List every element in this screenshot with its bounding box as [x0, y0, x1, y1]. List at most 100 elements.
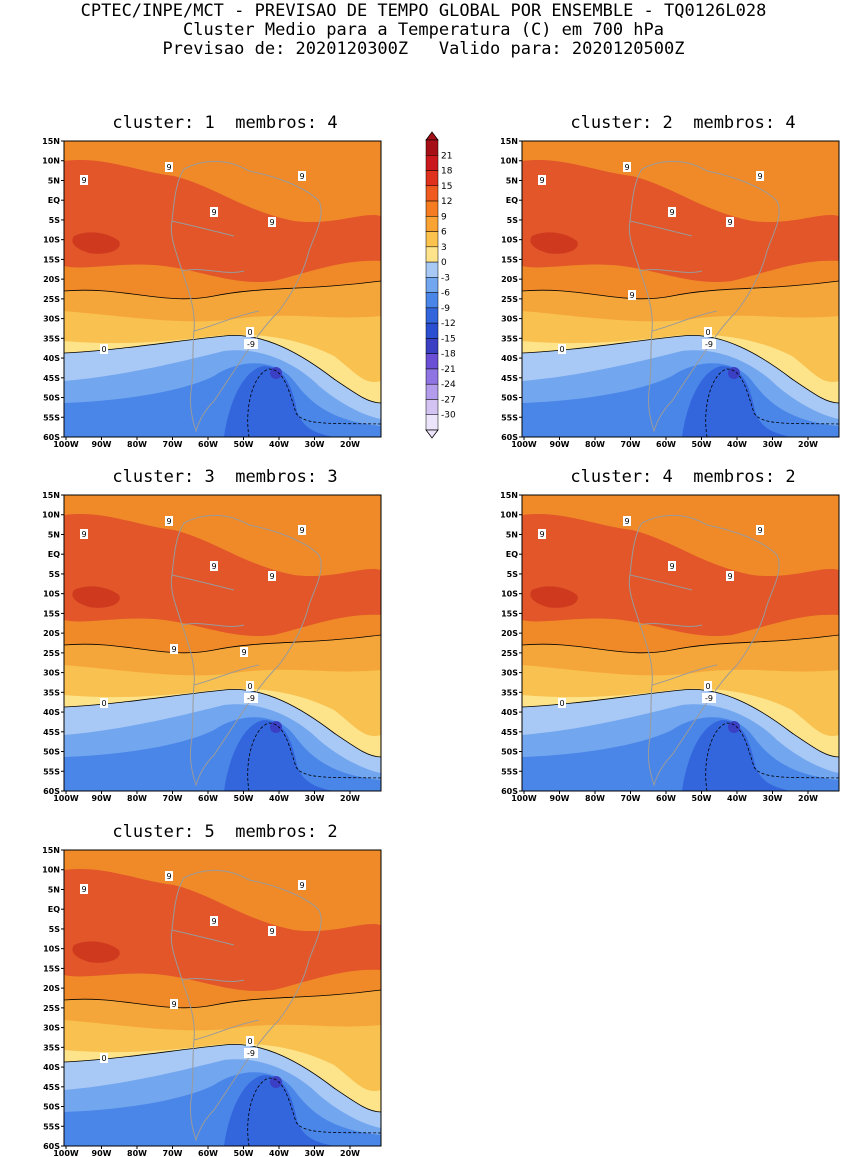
temperature-band-7	[224, 366, 334, 437]
map-panel-4: 9 9 9 9 9 0 0 -9 15N 10N 5N EQ 5S 10S 15S 20S 25S 30S 35S 4…	[500, 491, 840, 802]
temperature-band-6	[64, 1072, 381, 1146]
colorbar-level--18: -18	[441, 350, 456, 360]
warm-region-0	[64, 868, 381, 992]
lat-tick-10N: 10N	[500, 511, 518, 520]
panel-5-title: cluster: 5 membros: 2	[112, 822, 338, 842]
lat-tick-15N: 15N	[42, 846, 60, 855]
contour-label-9-4: 9	[757, 526, 762, 535]
lat-tick-45S: 45S	[43, 728, 60, 737]
panel-4-title: cluster: 4 membros: 2	[570, 467, 796, 487]
continent-outline-3	[181, 623, 245, 627]
lat-tick-20S: 20S	[501, 275, 518, 284]
lon-tick-90W: 90W	[550, 794, 570, 802]
contour-label-0b: 0	[705, 328, 710, 337]
contour-nine	[521, 634, 840, 654]
lat-tick-15S: 15S	[43, 964, 60, 973]
lon-tick-80W: 80W	[127, 794, 147, 802]
contour-label-box-m9	[244, 693, 258, 703]
contour-label-box-0b	[704, 681, 712, 691]
contour-label-0b: 0	[247, 682, 252, 691]
panel-2-title: cluster: 2 membros: 4	[570, 113, 796, 133]
colorbar-swatch-3	[425, 185, 439, 202]
lat-tick-35S: 35S	[43, 334, 60, 343]
lon-tick-70W: 70W	[163, 794, 183, 802]
contour-label-9-5: 9	[629, 291, 634, 300]
lat-tick-45S: 45S	[501, 374, 518, 383]
continent-outline-2	[651, 664, 718, 686]
temperature-band-7	[224, 720, 334, 791]
contour-label-box-9-0	[80, 175, 88, 185]
contour-label-box-9-3	[268, 571, 276, 581]
contour-nine	[521, 280, 840, 300]
lat-tick-25S: 25S	[43, 1004, 60, 1013]
lat-tick-40S: 40S	[501, 354, 518, 363]
colorbar-swatch-14	[425, 353, 439, 370]
contour-label-box-9-5	[170, 644, 178, 654]
lat-tick-50S: 50S	[43, 1103, 60, 1112]
lon-tick-70W: 70W	[163, 1149, 183, 1157]
temperature-band-6	[522, 717, 839, 791]
contour-label-0b: 0	[247, 1037, 252, 1046]
contour-label-0a: 0	[101, 345, 106, 354]
lon-tick-70W: 70W	[163, 440, 183, 448]
contour-label-box-9-6	[240, 647, 248, 657]
contour-minus9	[705, 368, 840, 438]
lon-tick-50W: 50W	[234, 440, 254, 448]
contour-label-0b: 0	[247, 328, 252, 337]
colorbar-swatch-1	[425, 155, 439, 171]
lat-tick-30S: 30S	[501, 669, 518, 678]
map-frame	[521, 494, 840, 792]
continent-outline-1	[629, 574, 693, 591]
continent-outline-3	[639, 269, 703, 273]
lat-tick-50S: 50S	[43, 394, 60, 403]
lat-tick-30S: 30S	[43, 315, 60, 324]
colorbar-level--3: -3	[441, 273, 450, 283]
contour-label-9-3: 9	[269, 218, 274, 227]
lon-tick-100W: 100W	[53, 440, 79, 448]
contour-label-9-0: 9	[81, 176, 86, 185]
contour-label-9-1: 9	[166, 163, 171, 172]
continent-outline-2	[651, 310, 718, 332]
lon-tick-100W: 100W	[511, 794, 537, 802]
contour-label-box-m9	[244, 1048, 258, 1058]
contour-label-box-m9	[702, 339, 716, 349]
colorbar-swatch-13	[425, 338, 439, 354]
header-line-3: Previsao de: 2020120300Z Valido para: 20…	[162, 39, 685, 59]
lat-tick-40S: 40S	[43, 1063, 60, 1072]
colorbar-level--30: -30	[441, 411, 456, 421]
cold-core	[270, 367, 282, 379]
continent-outline-1	[171, 574, 235, 591]
continent-outline-2	[193, 1019, 260, 1041]
contour-label-9-3: 9	[727, 218, 732, 227]
map-frame	[63, 140, 382, 438]
lon-tick-30W: 30W	[305, 794, 325, 802]
map-1-field: 9 9 9 9 9 0 0 -9	[63, 140, 382, 438]
lat-tick-EQ: EQ	[48, 550, 60, 559]
warm-region-1	[72, 232, 120, 254]
lon-tick-60W: 60W	[656, 440, 676, 448]
contour-label-9-1: 9	[624, 517, 629, 526]
contour-label-box-9-0	[538, 175, 546, 185]
cold-core	[728, 367, 740, 379]
lat-tick-20S: 20S	[43, 984, 60, 993]
lon-tick-20W: 20W	[340, 440, 360, 448]
lon-tick-40W: 40W	[269, 1149, 289, 1157]
lat-tick-55S: 55S	[43, 767, 60, 776]
contour-label-9-5: 9	[171, 1000, 176, 1009]
map-3-field: 9 9 9 9 9 9 9 0 0 -9	[63, 494, 382, 792]
lon-tick-70W: 70W	[621, 794, 641, 802]
contour-label-box-9-4	[298, 880, 306, 890]
lon-tick-20W: 20W	[798, 440, 818, 448]
contour-label-box-0a	[100, 698, 108, 708]
colorbar-swatch-6	[425, 231, 439, 248]
header-line-1: CPTEC/INPE/MCT - PREVISAO DE TEMPO GLOBA…	[80, 1, 767, 21]
colorbar-swatch-5	[425, 216, 439, 232]
map-frame	[63, 849, 382, 1147]
lon-tick-30W: 30W	[305, 1149, 325, 1157]
warm-region-0	[64, 159, 381, 283]
panel-1-title: cluster: 1 membros: 4	[112, 113, 338, 133]
lon-tick-50W: 50W	[234, 1149, 254, 1157]
lat-tick-5N: 5N	[506, 176, 518, 185]
cold-core	[270, 721, 282, 733]
warm-region-1	[72, 941, 120, 963]
